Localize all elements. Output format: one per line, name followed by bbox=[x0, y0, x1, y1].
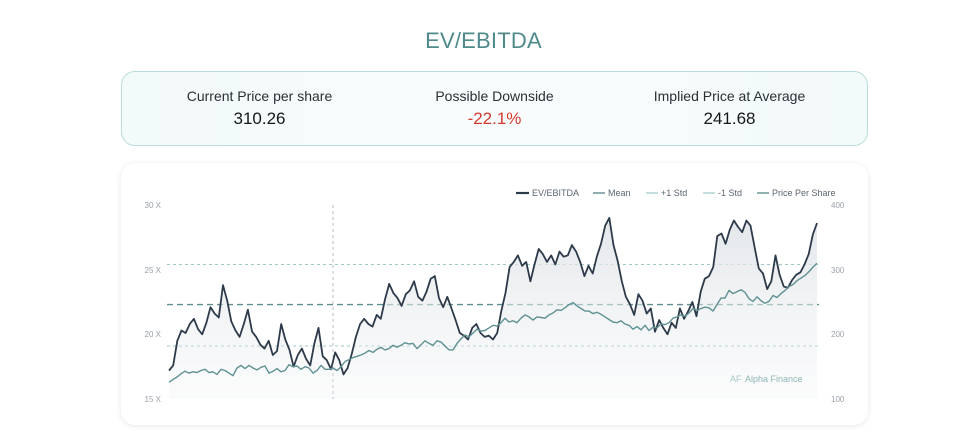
downside-value: -22.1% bbox=[467, 109, 522, 128]
y-left-tick-label: 30 X bbox=[145, 201, 162, 210]
legend-label: Price Per Share bbox=[772, 188, 836, 198]
page-title: EV/EBITDA bbox=[425, 28, 542, 53]
ev-ebitda-area bbox=[169, 217, 817, 399]
chart-legend: EV/EBITDA Mean +1 Std -1 Std Price Per S… bbox=[516, 188, 836, 198]
price-per-share-line[interactable] bbox=[168, 262, 818, 383]
legend-item-plus-1-std[interactable]: +1 Std bbox=[646, 188, 687, 198]
current-price-metric: Current Price per share 310.26 bbox=[142, 88, 377, 129]
ev-ebitda-line[interactable] bbox=[168, 217, 818, 376]
legend-label: -1 Std bbox=[718, 188, 742, 198]
chart-card: 30 X 25 X 20 X 15 X 400 300 200 100 EV/E… bbox=[121, 163, 868, 425]
y-right-tick-label: 100 bbox=[831, 395, 845, 404]
y-right-tick-label: 400 bbox=[831, 201, 845, 210]
current-price-label: Current Price per share bbox=[186, 88, 333, 104]
y-left-tick-label: 20 X bbox=[145, 330, 162, 339]
y-right-tick-label: 300 bbox=[831, 266, 845, 275]
watermark-text: Alpha Finance bbox=[745, 374, 803, 384]
downside-metric: Possible Downside -22.1% bbox=[377, 88, 612, 129]
ev-ebitda-chart[interactable]: 30 X 25 X 20 X 15 X 400 300 200 100 EV/E… bbox=[121, 163, 868, 425]
y-right-tick-label: 200 bbox=[831, 330, 845, 339]
implied-price-metric: Implied Price at Average 241.68 bbox=[612, 88, 847, 129]
legend-item-mean[interactable]: Mean bbox=[593, 188, 631, 198]
summary-card: Current Price per share 310.26 Possible … bbox=[121, 71, 868, 146]
legend-item-ev-ebitda[interactable]: EV/EBITDA bbox=[516, 188, 579, 198]
legend-label: Mean bbox=[608, 188, 631, 198]
legend-label: +1 Std bbox=[661, 188, 687, 198]
y-left-tick-label: 15 X bbox=[145, 395, 162, 404]
y-left-tick-label: 25 X bbox=[145, 266, 162, 275]
current-price-value: 310.26 bbox=[233, 109, 286, 128]
legend-label: EV/EBITDA bbox=[532, 188, 579, 198]
downside-label: Possible Downside bbox=[435, 88, 554, 104]
implied-price-value: 241.68 bbox=[703, 109, 756, 128]
alpha-finance-watermark: AF Alpha Finance bbox=[730, 374, 803, 384]
legend-item-price-per-share[interactable]: Price Per Share bbox=[757, 188, 836, 198]
af-logo-icon: AF bbox=[730, 374, 742, 384]
legend-item-minus-1-std[interactable]: -1 Std bbox=[703, 188, 742, 198]
implied-price-label: Implied Price at Average bbox=[653, 88, 806, 104]
